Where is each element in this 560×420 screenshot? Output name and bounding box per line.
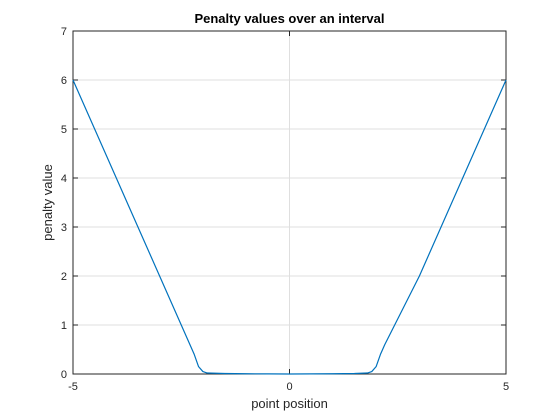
x-tick-label: -5 [68, 381, 78, 393]
x-axis-label: point position [251, 396, 328, 411]
y-axis-label: penalty value [40, 164, 55, 241]
x-tick-label: 5 [503, 381, 509, 393]
y-tick-label: 7 [61, 26, 67, 38]
y-tick-label: 2 [61, 271, 67, 283]
y-tick-label: 5 [61, 124, 67, 136]
x-tick-labels: -5 0 5 [68, 381, 509, 393]
series-line-1 [72, 79, 507, 375]
tick-marks [72, 30, 507, 375]
y-tick-label: 0 [61, 369, 67, 381]
x-tick-label: 0 [286, 381, 292, 393]
y-tick-labels: 0 1 2 3 4 5 6 7 [61, 26, 67, 381]
grid-lines [73, 31, 506, 374]
y-tick-label: 6 [61, 75, 67, 87]
series-layer [72, 79, 507, 375]
y-tick-label: 4 [61, 173, 67, 185]
y-tick-label: 3 [61, 222, 67, 234]
y-tick-label: 1 [61, 320, 67, 332]
chart-title: Penalty values over an interval [194, 11, 384, 26]
